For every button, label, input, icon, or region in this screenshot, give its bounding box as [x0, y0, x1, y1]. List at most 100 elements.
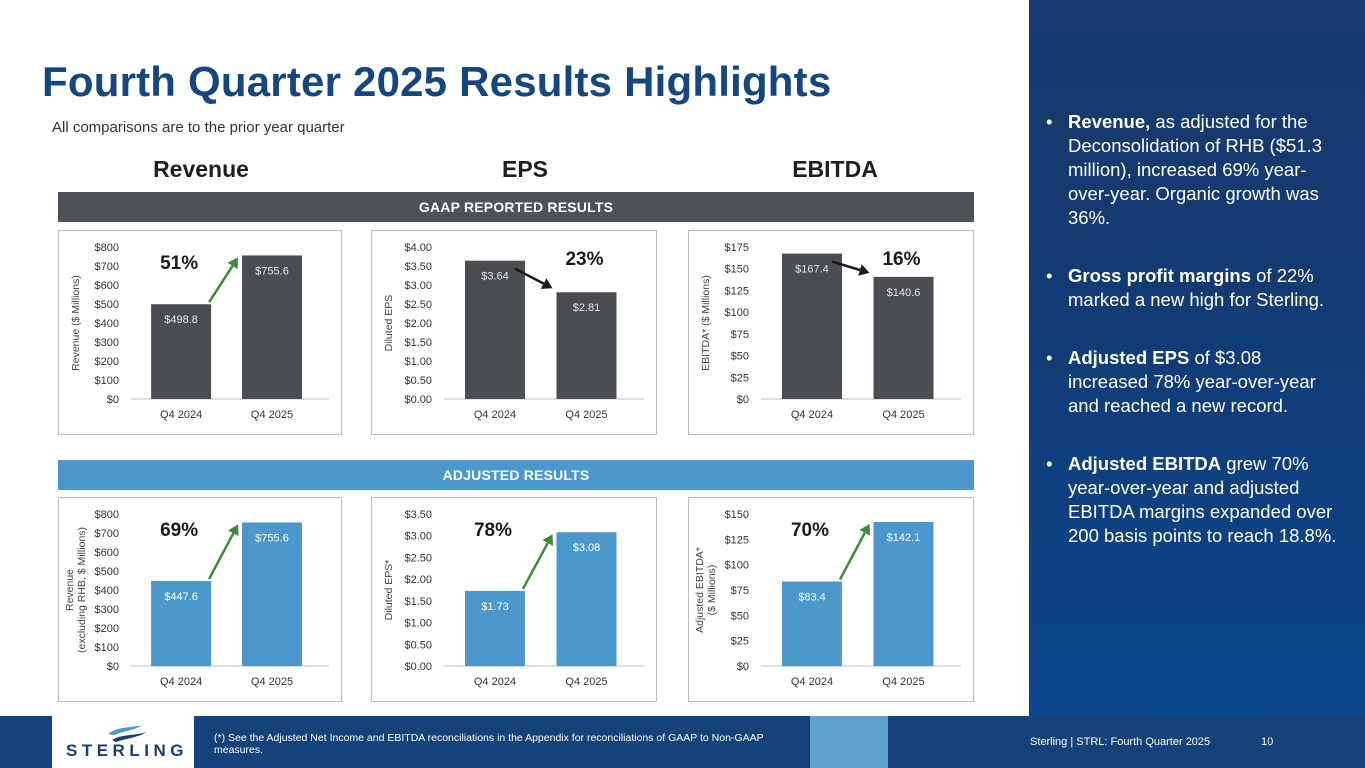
bar-q4-2024 [781, 253, 842, 399]
y-axis-title: Revenue [64, 569, 76, 611]
sterling-logo: STERLING [52, 716, 194, 768]
bullet-gross-profit: • Gross profit margins of 22% marked a n… [1046, 264, 1346, 312]
logo-swoosh-icon [108, 725, 146, 742]
column-heading-eps: EPS [501, 156, 549, 182]
footer-accent [810, 716, 888, 768]
change-arrow-line [521, 542, 549, 590]
bullet-dot: • [1046, 111, 1053, 132]
bullet-dot: • [1046, 265, 1053, 286]
bullet-adjusted-ebitda-text: grew 70% year-over-year and adjusted EBI… [1068, 453, 1337, 546]
gaap-ebitda-chart: $0 $25 $50 $75 $100 $125 $150 $175 EBITDA* ($ Mi… [688, 230, 974, 435]
y-tick-label: $0.00 [404, 661, 432, 673]
x-category-label: Q4 2024 [791, 409, 833, 421]
bullet-revenue: • Revenue, as adjusted for the Deconsoli… [1046, 110, 1346, 230]
y-tick-label: $3.50 [404, 261, 432, 273]
y-tick-label: $2.50 [404, 299, 432, 311]
logo-wordmark: STERLING [66, 741, 188, 760]
y-tick-label: $2.50 [404, 552, 432, 564]
column-heading-ebitda: EBITDA [792, 156, 878, 182]
bar-q4-2025 [873, 276, 934, 399]
y-tick-label: $1.50 [404, 337, 432, 349]
y-tick-label: $125 [725, 285, 749, 297]
page-subtitle: All comparisons are to the prior year qu… [52, 119, 345, 136]
y-tick-label: $400 [95, 585, 119, 597]
y-tick-label: $500 [95, 566, 119, 578]
y-tick-label: $0.00 [404, 394, 432, 406]
bullet-adjusted-eps-bold: Adjusted EPS [1068, 347, 1190, 368]
y-tick-label: $200 [95, 623, 119, 635]
bullet-adjusted-ebitda-bold: Adjusted EBITDA [1068, 453, 1222, 474]
y-tick-label: $100 [95, 642, 119, 654]
y-tick-label: $75 [731, 585, 749, 597]
change-arrow-head-icon [858, 264, 870, 276]
bar-value-label: $3.64 [481, 271, 509, 283]
x-category-label: Q4 2025 [565, 676, 607, 688]
page-title: Fourth Quarter 2025 Results Highlights [42, 58, 832, 105]
bar-value-label: $755.6 [255, 265, 289, 277]
bullet-revenue-bold: Revenue, [1068, 111, 1151, 132]
x-category-label: Q4 2025 [251, 676, 293, 688]
change-arrow-head-icon [542, 534, 554, 546]
bar-value-label: $83.4 [798, 591, 826, 603]
y-axis-title: (excluding RHB, $ Millions) [76, 527, 88, 653]
y-tick-label: $25 [731, 372, 749, 384]
y-tick-label: $0 [737, 661, 749, 673]
gaap-eps-chart: $0.00 $0.50 $1.00 $1.50 $2.00 $2.50 $3.00 $3.50… [371, 230, 657, 435]
y-tick-label: $0.50 [404, 375, 432, 387]
bar-value-label: $447.6 [164, 591, 198, 603]
bar-value-label: $2.81 [573, 302, 601, 314]
y-tick-label: $200 [95, 356, 119, 368]
footnote: (*) See the Adjusted Net Income and EBIT… [214, 732, 764, 756]
footer-company-label: Sterling | STRL: Fourth Quarter 2025 [1030, 736, 1211, 748]
bar-q4-2024 [781, 581, 842, 666]
y-tick-label: $300 [95, 337, 119, 349]
y-tick-label: $0 [107, 394, 119, 406]
footer-bar: STERLING (*) See the Adjusted Net Income… [0, 716, 1365, 768]
adjusted-results-band: ADJUSTED RESULTS [58, 460, 974, 490]
adjusted-revenue-chart: $0 $100 $200 $300 $400 $500 $600 $700 $800 Revenu… [58, 497, 342, 702]
bar-q4-2025 [242, 255, 302, 399]
change-percent-label: 51% [160, 253, 198, 274]
bar-q4-2025 [873, 522, 934, 666]
y-tick-label: $1.00 [404, 356, 432, 368]
y-tick-label: $100 [725, 560, 749, 572]
y-axis-title: Diluted EPS* [383, 560, 395, 621]
y-tick-label: $0 [107, 661, 119, 673]
bullet-gross-profit-bold: Gross profit margins [1068, 265, 1251, 286]
change-arrow-line [514, 267, 545, 285]
bullet-adjusted-ebitda: • Adjusted EBITDA grew 70% year-over-yea… [1046, 452, 1346, 548]
change-percent-label: 69% [160, 520, 198, 541]
y-tick-label: $600 [95, 280, 119, 292]
bar-value-label: $140.6 [887, 287, 921, 299]
x-category-label: Q4 2024 [791, 676, 833, 688]
bar-value-label: $1.73 [481, 601, 509, 613]
y-tick-label: $125 [725, 534, 749, 546]
change-arrow-head-icon [540, 278, 553, 289]
gaap-results-band: GAAP REPORTED RESULTS [58, 192, 974, 222]
y-tick-label: $150 [725, 264, 749, 276]
bar-q4-2025 [556, 292, 617, 399]
bar-value-label: $167.4 [795, 264, 829, 276]
change-percent-label: 16% [882, 249, 920, 270]
y-tick-label: $300 [95, 604, 119, 616]
column-heading-revenue: Revenue [153, 156, 249, 182]
bar-value-label: $142.1 [887, 532, 921, 544]
y-tick-label: $150 [725, 509, 749, 521]
y-axis-title: Adjusted EBITDA* [694, 547, 706, 633]
y-tick-label: $2.00 [404, 318, 432, 330]
x-category-label: Q4 2025 [882, 409, 924, 421]
y-axis-title: Revenue ($ Millions) [70, 275, 82, 371]
change-arrow-line [838, 532, 866, 581]
bar-value-label: $3.08 [573, 542, 601, 554]
bar-q4-2024 [464, 590, 525, 666]
bullet-adjusted-eps-text: of $3.08 increased 78% year-over-year an… [1068, 347, 1316, 416]
y-tick-label: $800 [95, 509, 119, 521]
bar-q4-2024 [464, 260, 525, 399]
y-tick-label: $400 [95, 318, 119, 330]
y-tick-label: $100 [95, 375, 119, 387]
bar-value-label: $498.8 [164, 314, 198, 326]
y-tick-label: $75 [731, 329, 749, 341]
x-category-label: Q4 2024 [474, 676, 516, 688]
gaap-revenue-chart: $0 $100 $200 $300 $400 $500 $600 $700 $800 Revenu… [58, 230, 342, 435]
bullet-dot: • [1046, 347, 1053, 368]
